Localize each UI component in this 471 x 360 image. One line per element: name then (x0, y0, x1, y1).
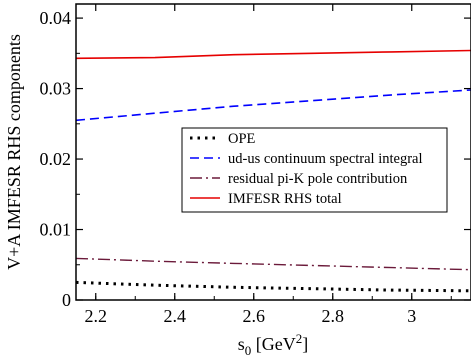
x-tick-label: 3 (407, 306, 416, 326)
y-tick-label: 0 (62, 290, 71, 310)
legend-label: OPE (228, 131, 256, 147)
legend: OPE ud-us continuum spectral integral resi… (181, 127, 448, 213)
y-axis-title: V+A IMFESR RHS components (4, 34, 24, 270)
y-tick-label: 0.02 (40, 149, 72, 169)
series-line-1 (76, 280, 471, 293)
x-axis-title-sub: 0 (245, 343, 252, 358)
series-line-3 (76, 257, 471, 271)
x-axis-title-sup: 2 (296, 331, 303, 346)
legend-label: ud-us continuum spectral integral (228, 151, 423, 167)
series-line-2 (76, 89, 471, 122)
x-tick-label: 2.8 (322, 306, 345, 326)
y-tick-label: 0.01 (40, 220, 72, 240)
legend-label: IMFESR RHS total (228, 191, 342, 207)
series-line-4 (76, 49, 471, 60)
y-tick-label: 0.04 (40, 8, 72, 28)
y-tick-label: 0.03 (40, 79, 72, 99)
plot-frame (75, 3, 471, 301)
x-tick-label: 2.6 (243, 306, 266, 326)
x-tick-label: 2.2 (85, 306, 108, 326)
legend-box (181, 127, 448, 213)
legend-label: residual pi-K pole contribution (228, 171, 408, 187)
x-axis-title: s0 [GeV2] (238, 331, 309, 358)
x-tick-label: 2.4 (164, 306, 187, 326)
